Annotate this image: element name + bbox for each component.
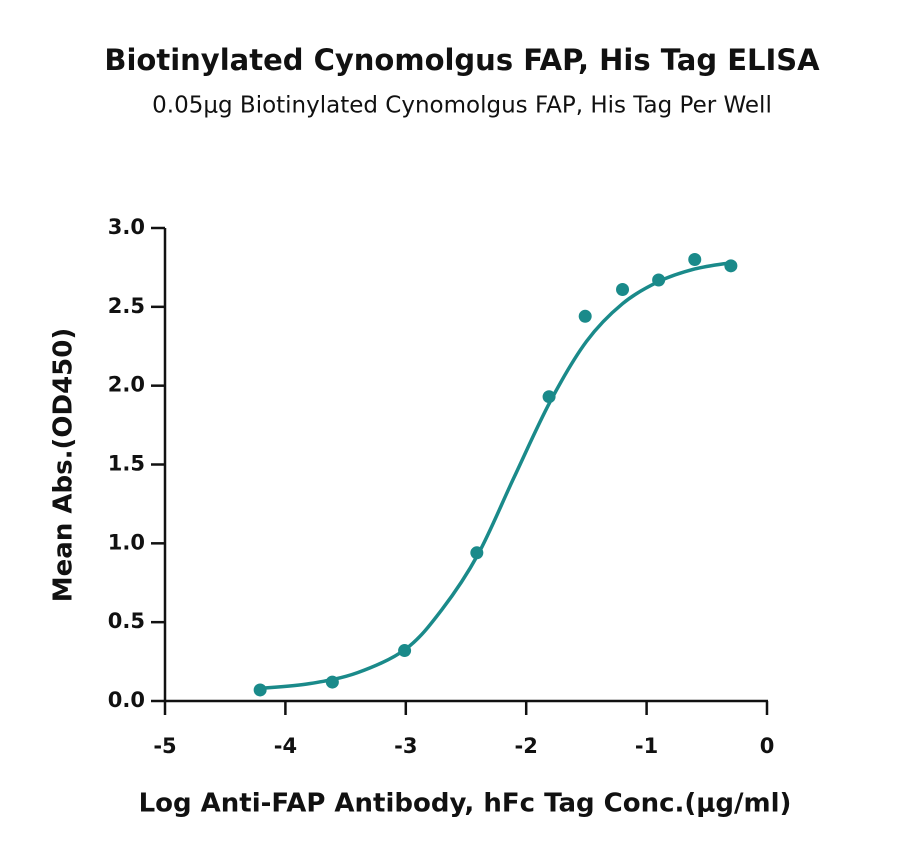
x-axis-label: Log Anti-FAP Antibody, hFc Tag Conc.(μg/…	[139, 789, 792, 819]
data-point	[724, 259, 738, 273]
data-point	[652, 273, 666, 287]
y-tick-label: 2.0	[108, 373, 145, 397]
data-point	[542, 390, 556, 404]
x-tick-label: -2	[515, 734, 538, 758]
data-point	[253, 683, 267, 697]
y-tick-label: 0.5	[108, 609, 145, 633]
chart-title: Biotinylated Cynomolgus FAP, His Tag ELI…	[104, 43, 820, 77]
y-tick-label: 2.5	[108, 294, 145, 318]
data-point	[688, 253, 702, 267]
x-tick-label: -5	[153, 734, 176, 758]
fit-curve	[259, 260, 732, 691]
data-point	[325, 675, 339, 689]
x-tick-label: -3	[394, 734, 417, 758]
data-point	[616, 282, 630, 296]
y-tick-label: 3.0	[108, 215, 145, 239]
y-tick-label: 0.0	[108, 688, 145, 712]
data-point	[398, 644, 412, 658]
y-tick-label: 1.5	[108, 452, 145, 476]
x-tick-label: -1	[635, 734, 658, 758]
data-point	[470, 546, 484, 560]
x-tick-label: 0	[760, 734, 775, 758]
chart-subtitle: 0.05μg Biotinylated Cynomolgus FAP, His …	[152, 93, 772, 119]
data-point	[578, 309, 592, 323]
y-axis-label: Mean Abs.(OD450)	[49, 328, 79, 602]
y-tick-label: 1.0	[108, 530, 145, 554]
x-tick-label: -4	[274, 734, 297, 758]
